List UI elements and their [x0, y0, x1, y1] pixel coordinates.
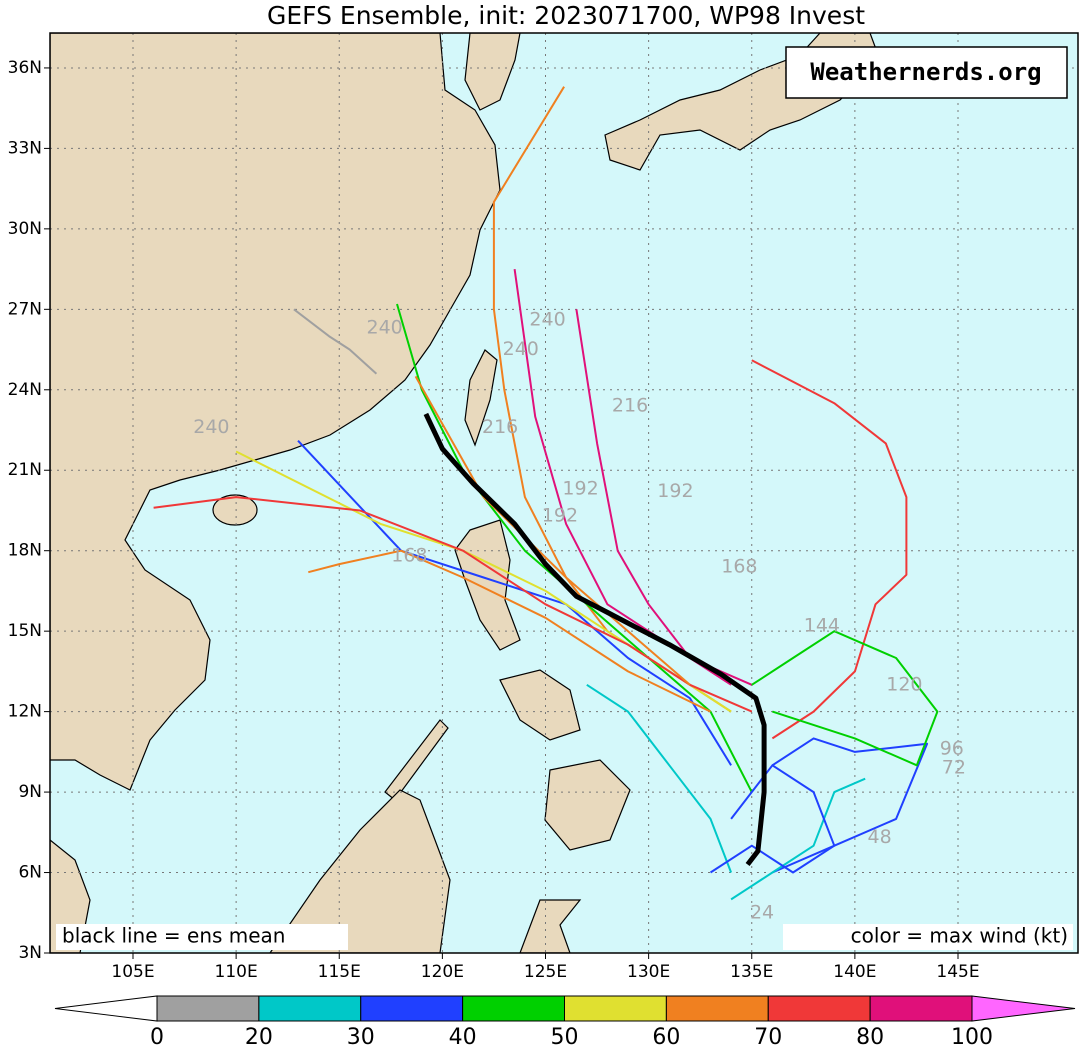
legend-text: black line = ens mean — [62, 924, 286, 948]
tracks: 240 240 240 240 216 216 192 192 192 168 168 144 120 9… — [153, 86, 966, 923]
lat-tick-label: 27N — [8, 299, 42, 319]
lon-tick-label: 110E — [215, 962, 258, 982]
lon-tick-label: 130E — [627, 962, 670, 982]
member-track — [414, 375, 691, 686]
hour-label: 216 — [612, 394, 648, 416]
mindanao — [544, 759, 631, 851]
lat-tick-label: 18N — [8, 541, 42, 561]
title: GEFS Ensemble, init: 2023071700, WP98 In… — [267, 1, 865, 30]
colorbar-segment — [564, 995, 667, 1022]
colorbar-segment — [767, 995, 871, 1022]
land — [50, 33, 881, 953]
hour-label: 216 — [482, 416, 518, 438]
colorbar: 0 20 30 40 50 60 70 80 100 — [54, 995, 1076, 1050]
colorbar-label: 50 — [551, 1025, 579, 1050]
legend-text: color = max wind (kt) — [851, 924, 1068, 948]
hour-label: 192 — [562, 478, 598, 500]
lat-tick-label: 15N — [8, 621, 42, 641]
lat-tick-label: 21N — [8, 460, 42, 480]
colorbar-label: 40 — [449, 1025, 477, 1050]
colorbar-segment — [869, 995, 973, 1022]
hour-label: 240 — [193, 416, 229, 438]
colorbar-label: 30 — [347, 1025, 375, 1050]
colorbar-segment — [156, 995, 260, 1022]
colorbar-under — [54, 995, 158, 1022]
colorbar-segment — [665, 995, 769, 1022]
mean-track — [423, 412, 767, 867]
colorbar-label: 60 — [652, 1025, 680, 1050]
korea — [464, 33, 521, 111]
hour-label: 240 — [529, 309, 565, 331]
hainan — [212, 494, 258, 526]
hour-label: 24 — [750, 901, 774, 923]
watermark: Weathernerds.org — [810, 58, 1041, 86]
legend-box — [783, 924, 1073, 950]
lon-tick-label: 120E — [421, 962, 464, 982]
colorbar-label: 100 — [951, 1025, 993, 1050]
lon-tick-label: 145E — [936, 962, 979, 982]
lon-tick-label: 105E — [111, 962, 154, 982]
hour-label: 96 — [940, 738, 964, 760]
visayas — [499, 669, 581, 741]
colorbar-label: 0 — [150, 1025, 164, 1050]
lon-tick-label: 125E — [524, 962, 567, 982]
hour-label: 192 — [657, 480, 693, 502]
sulawesi — [519, 899, 582, 953]
member-track — [586, 683, 733, 873]
lat-tick-label: 24N — [8, 380, 42, 400]
hour-label: 48 — [868, 826, 892, 848]
legend-box — [56, 924, 348, 950]
hour-label: 192 — [542, 504, 578, 526]
lat-tick-label: 12N — [8, 702, 42, 722]
lat-tick-label: 3N — [18, 943, 42, 963]
lat-tick-label: 6N — [18, 863, 42, 883]
hour-label: 144 — [804, 614, 840, 636]
colorbar-segment — [462, 995, 565, 1022]
hour-label: 168 — [721, 555, 757, 577]
colorbar-label: 80 — [856, 1025, 884, 1050]
colorbar-segment — [258, 995, 362, 1022]
watermark-box — [785, 46, 1068, 99]
luzon — [454, 519, 521, 651]
member-track — [730, 777, 866, 901]
axes: 3N 6N 9N 12N 15N 18N 21N 24N 27N 30N 33N 36N 105E 110… — [8, 58, 980, 982]
hour-label: 72 — [942, 756, 966, 778]
taiwan — [464, 349, 498, 447]
colorbar-label: 70 — [754, 1025, 782, 1050]
colorbar-segment — [360, 995, 464, 1022]
colorbar-over — [971, 995, 1076, 1022]
member-track — [153, 496, 753, 713]
lat-tick-label: 33N — [8, 138, 42, 158]
colorbar-label: 20 — [245, 1025, 273, 1050]
member-track — [709, 764, 836, 874]
lat-tick-label: 36N — [8, 58, 42, 78]
member-track — [308, 549, 711, 713]
hour-label: 240 — [366, 317, 402, 339]
member-track — [751, 630, 939, 767]
hour-label: 240 — [503, 338, 539, 360]
lon-tick-label: 140E — [833, 962, 876, 982]
lat-tick-label: 30N — [8, 219, 42, 239]
hour-label: 120 — [886, 673, 922, 695]
borneo — [269, 789, 451, 953]
member-track — [751, 359, 908, 740]
lon-tick-label: 115E — [318, 962, 361, 982]
member-track — [293, 308, 378, 375]
hour-label: 168 — [391, 545, 427, 567]
lon-tick-label: 135E — [730, 962, 773, 982]
lat-tick-label: 9N — [18, 782, 42, 802]
frame — [49, 32, 1079, 954]
